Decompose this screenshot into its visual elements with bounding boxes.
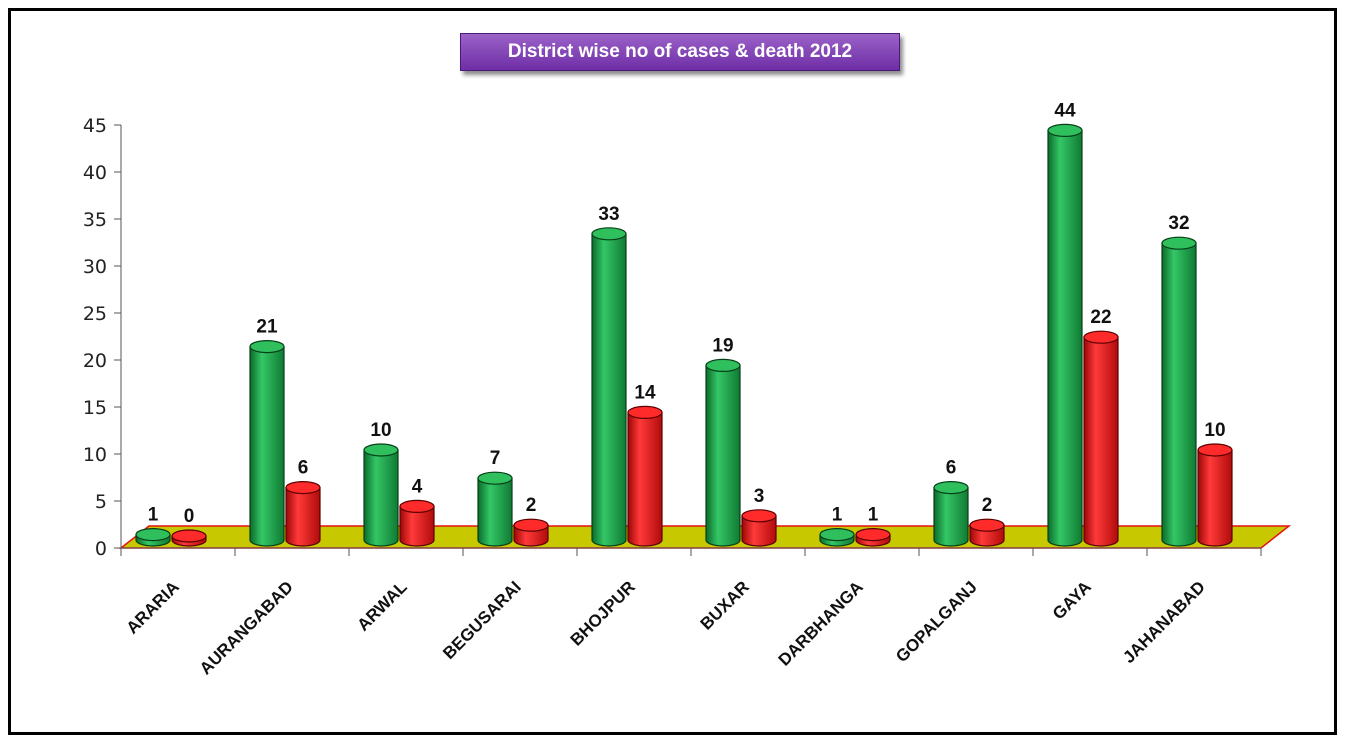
x-category-label: GOPALGANJ [892, 577, 981, 666]
y-tick-label: 25 [83, 303, 107, 325]
data-label-deaths: 10 [1204, 420, 1225, 441]
bar-deaths [969, 518, 1005, 547]
bar-cases [819, 527, 855, 547]
data-label-deaths: 1 [868, 505, 879, 526]
bar-cases [477, 471, 513, 547]
x-category-label: BHOJPUR [567, 577, 639, 649]
x-category-label: ARWAL [354, 577, 411, 634]
data-label-cases: 32 [1168, 213, 1189, 234]
y-tick-label: 30 [83, 256, 107, 278]
y-tick-label: 40 [83, 162, 107, 184]
bar-deaths [1083, 330, 1119, 547]
data-label-cases: 33 [598, 204, 619, 225]
data-label-deaths: 3 [754, 486, 765, 507]
data-label-cases: 1 [832, 505, 843, 526]
data-label-cases: 44 [1054, 100, 1076, 121]
bar-cases [249, 340, 285, 547]
bar-deaths [741, 509, 777, 547]
y-tick-label: 0 [95, 538, 107, 560]
bar-cases [135, 527, 171, 547]
data-label-cases: 21 [256, 317, 278, 338]
data-label-deaths: 14 [634, 382, 656, 403]
x-category-label: DARBHANGA [775, 577, 867, 669]
bar-cases [1161, 236, 1197, 547]
bar-cases [1047, 123, 1083, 547]
data-label-cases: 7 [490, 448, 501, 469]
bar-deaths [399, 499, 435, 547]
bar-cases [363, 443, 399, 547]
data-label-deaths: 6 [298, 458, 309, 479]
bar-deaths [627, 405, 663, 547]
y-tick-label: 20 [83, 350, 107, 372]
bar-deaths [513, 518, 549, 547]
data-label-cases: 1 [148, 505, 159, 526]
bar-deaths [171, 529, 207, 547]
x-category-label: BEGUSARAI [439, 577, 525, 663]
data-label-deaths: 22 [1090, 307, 1111, 328]
bar-deaths [1197, 443, 1233, 547]
bar-cases [705, 358, 741, 547]
data-label-deaths: 2 [982, 495, 993, 516]
bar-cases [591, 227, 627, 547]
bar-cases [933, 481, 969, 547]
chart-title: District wise no of cases & death 2012 [460, 33, 900, 71]
data-label-cases: 6 [946, 458, 957, 479]
bar-deaths [285, 481, 321, 547]
x-category-label: BUXAR [697, 577, 753, 633]
data-label-deaths: 2 [526, 495, 537, 516]
x-category-label: AURANGABAD [196, 577, 297, 678]
y-tick-label: 15 [83, 397, 107, 419]
y-tick-label: 45 [83, 115, 107, 137]
data-label-deaths: 4 [412, 476, 423, 497]
data-label-cases: 10 [370, 420, 391, 441]
data-label-deaths: 0 [184, 506, 195, 527]
data-label-cases: 19 [712, 335, 733, 356]
x-category-label: ARARIA [123, 577, 183, 637]
y-tick-label: 5 [95, 491, 107, 513]
x-category-label: JAHANABAD [1119, 577, 1209, 667]
x-category-label: GAYA [1049, 577, 1095, 623]
y-tick-label: 10 [83, 444, 107, 466]
y-tick-label: 35 [83, 209, 107, 231]
bar-deaths [855, 527, 891, 547]
